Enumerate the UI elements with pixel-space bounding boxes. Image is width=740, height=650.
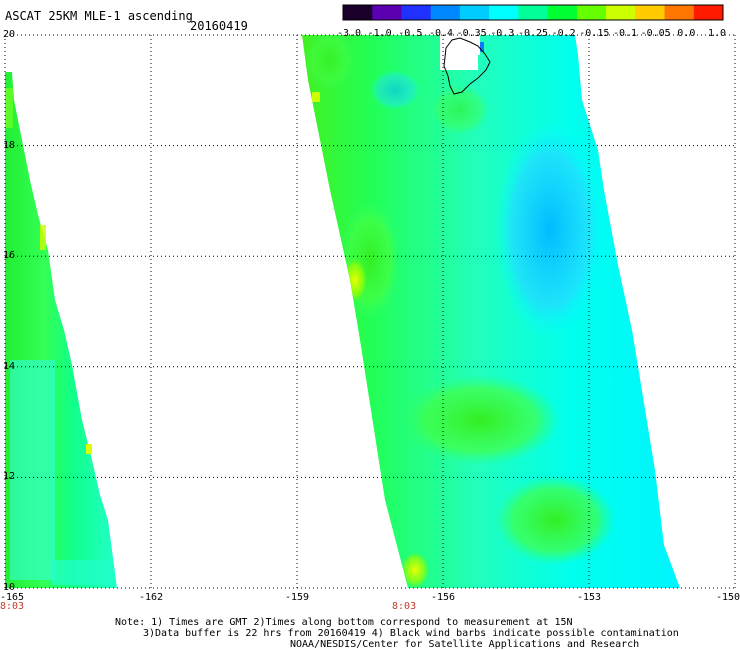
island-outline bbox=[443, 37, 491, 95]
colorbar-tick-label: -0.2 bbox=[551, 28, 576, 39]
colorbar-tick-label: -0.3 bbox=[490, 28, 515, 39]
colorbar bbox=[342, 4, 724, 21]
colorbar-segment bbox=[518, 5, 549, 20]
lon-tick-label: -165 bbox=[0, 592, 25, 603]
lat-tick-label: 16 bbox=[3, 250, 16, 262]
lon-tick-label: -162 bbox=[138, 592, 164, 603]
colorbar-tick-label: 1.0 bbox=[707, 28, 727, 39]
colorbar-tick-label: -0.15 bbox=[579, 28, 610, 39]
colorbar-frame bbox=[342, 4, 724, 21]
lat-tick-label: 18 bbox=[3, 139, 16, 151]
note-line-2: 3)Data buffer is 22 hrs from 20160419 4)… bbox=[143, 628, 679, 639]
colorbar-tick-label: -0.25 bbox=[517, 28, 549, 39]
note-line-1: Note: 1) Times are GMT 2)Times along bot… bbox=[115, 617, 573, 628]
colorbar-segment bbox=[606, 5, 636, 20]
lat-lon-grid bbox=[4, 34, 736, 589]
lat-tick-label: 14 bbox=[3, 360, 16, 372]
colorbar-tick-label: -0.1 bbox=[612, 28, 638, 39]
colorbar-tick-label: -0.05 bbox=[640, 28, 671, 39]
map-title: ASCAT 25KM MLE-1 ascending bbox=[5, 9, 193, 23]
lat-tick-label: 12 bbox=[3, 471, 16, 483]
colorbar-segment bbox=[401, 5, 432, 20]
colorbar-segment bbox=[576, 5, 607, 20]
colorbar-segment bbox=[343, 5, 373, 20]
colorbar-segment bbox=[635, 5, 666, 20]
colorbar-tick-label: -0.5 bbox=[398, 28, 423, 39]
left-swath bbox=[5, 72, 117, 588]
swath-time-label: 8:03 bbox=[0, 601, 25, 612]
colorbar-tick-label: -3.0 bbox=[336, 28, 362, 39]
colorbar-segment bbox=[372, 5, 402, 20]
colorbar-segment bbox=[430, 5, 461, 20]
lon-tick-label: -156 bbox=[430, 592, 456, 603]
map-date: 20160419 bbox=[190, 19, 248, 33]
colorbar-segment bbox=[459, 5, 490, 20]
lon-tick-label: -159 bbox=[284, 592, 310, 603]
colorbar-segment bbox=[489, 5, 519, 20]
lat-tick-label: 20 bbox=[3, 29, 16, 40]
colorbar-segment bbox=[664, 5, 695, 20]
right-swath bbox=[302, 35, 680, 588]
note-line-3: NOAA/NESDIS/Center for Satellite Applica… bbox=[290, 639, 640, 650]
lon-tick-label: -150 bbox=[715, 592, 740, 603]
swath-time-label: 8:03 bbox=[392, 601, 417, 612]
colorbar-tick-label: -1.0 bbox=[367, 28, 392, 39]
colorbar-segment bbox=[547, 5, 578, 20]
lon-tick-label: -153 bbox=[576, 592, 602, 603]
colorbar-tick-label: -0.4 bbox=[428, 28, 454, 39]
lat-tick-label: 10 bbox=[3, 582, 16, 593]
colorbar-segment bbox=[693, 5, 724, 20]
colorbar-tick-label: -0.35 bbox=[456, 28, 487, 39]
colorbar-tick-label: 0.0 bbox=[677, 28, 696, 39]
